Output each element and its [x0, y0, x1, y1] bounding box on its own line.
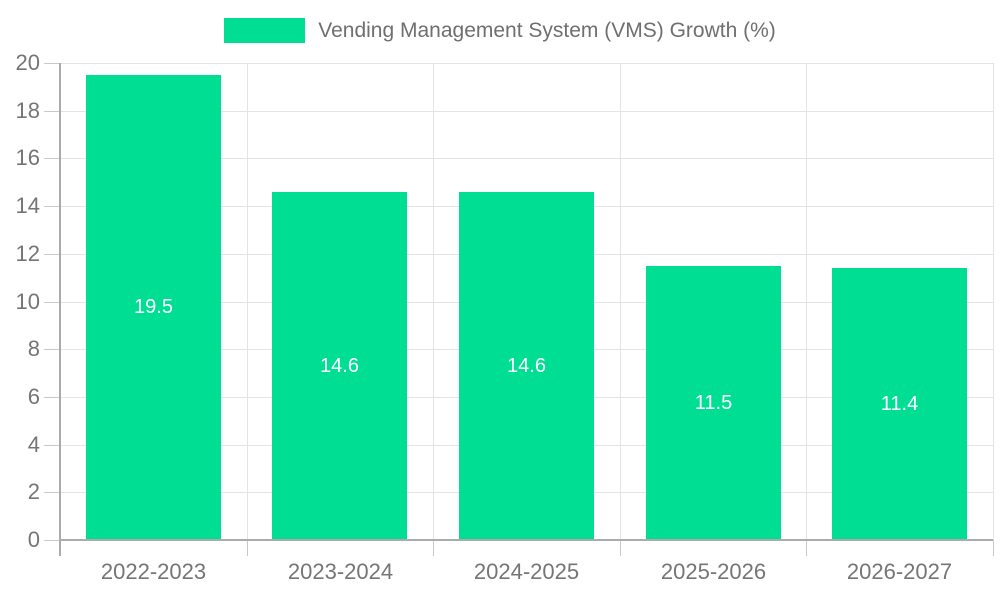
y-tick-label: 16 — [15, 145, 40, 170]
x-tick — [620, 540, 621, 556]
y-tick-label: 14 — [15, 193, 40, 218]
bar-value-label: 11.4 — [880, 393, 919, 415]
v-gridline — [993, 63, 994, 540]
y-tick-label: 4 — [27, 432, 40, 457]
bar-value-label: 14.6 — [507, 355, 546, 377]
y-tick-label: 20 — [15, 50, 40, 75]
h-gridline — [60, 158, 993, 159]
y-tick-label: 10 — [15, 289, 40, 314]
h-gridline — [60, 63, 993, 64]
y-tick — [44, 206, 60, 207]
chart-legend[interactable]: Vending Management System (VMS) Growth (… — [0, 18, 1000, 43]
x-axis-label: 2022-2023 — [100, 559, 207, 584]
x-tick — [433, 540, 434, 556]
y-tick — [44, 158, 60, 159]
y-tick — [44, 111, 60, 112]
y-tick — [44, 397, 60, 398]
y-tick — [44, 63, 60, 64]
y-axis-line — [59, 63, 61, 556]
y-tick-label: 18 — [15, 98, 40, 123]
y-tick-label: 0 — [27, 527, 40, 552]
bar-value-label: 19.5 — [134, 296, 173, 318]
h-gridline — [60, 111, 993, 112]
bar-value-label: 14.6 — [320, 355, 359, 377]
x-axis-label: 2026-2027 — [846, 559, 953, 584]
y-tick-label: 6 — [27, 384, 40, 409]
x-tick — [806, 540, 807, 556]
y-tick — [44, 302, 60, 303]
y-tick — [44, 492, 60, 493]
x-axis-label: 2024-2025 — [473, 559, 580, 584]
y-tick — [44, 349, 60, 350]
y-tick — [44, 254, 60, 255]
v-gridline — [806, 63, 807, 540]
x-tick — [993, 540, 994, 556]
y-tick-label: 8 — [27, 336, 40, 361]
x-tick — [247, 540, 248, 556]
v-gridline — [247, 63, 248, 540]
y-tick-label: 12 — [15, 241, 40, 266]
legend-label: Vending Management System (VMS) Growth (… — [318, 18, 776, 42]
legend-swatch[interactable] — [224, 18, 306, 43]
x-axis-label: 2023-2024 — [287, 559, 394, 584]
bar-value-label: 11.5 — [694, 392, 733, 414]
y-tick — [44, 445, 60, 446]
bar[interactable] — [86, 75, 221, 539]
bar[interactable] — [646, 266, 781, 539]
bar[interactable] — [272, 192, 407, 539]
v-gridline — [433, 63, 434, 540]
x-axis-line — [59, 539, 993, 541]
bar[interactable] — [459, 192, 594, 539]
x-axis-label: 2025-2026 — [660, 559, 767, 584]
y-tick-label: 2 — [27, 479, 40, 504]
v-gridline — [620, 63, 621, 540]
bar[interactable] — [832, 268, 967, 539]
y-tick — [44, 540, 60, 541]
